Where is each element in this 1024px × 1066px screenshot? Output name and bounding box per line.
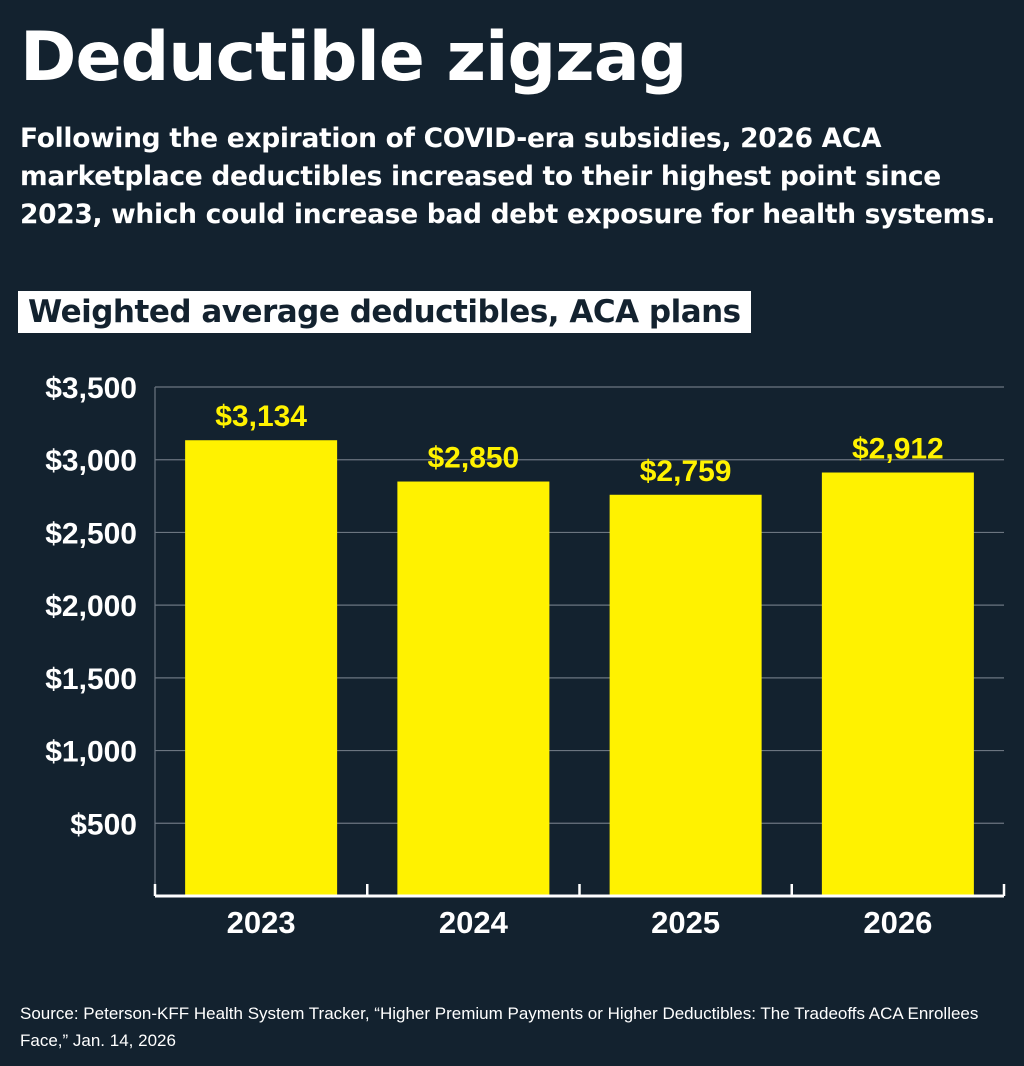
y-tick-label: $2,500 [45,517,137,550]
data-label: $3,134 [215,400,307,433]
x-tick-label: 2024 [439,905,509,940]
y-tick-label: $500 [70,808,137,841]
x-tick-label: 2023 [227,905,296,940]
chart-label: Weighted average deductibles, ACA plans [18,291,751,333]
chart-subtitle: Following the expiration of COVID-era su… [20,123,996,230]
source-note: Source: Peterson-KFF Health System Track… [20,1004,979,1050]
y-tick-label: $1,500 [45,663,137,696]
bar-2026 [821,472,974,896]
x-tick-label: 2026 [863,905,932,940]
y-tick-label: $3,000 [45,445,137,478]
data-label: $2,850 [427,442,519,475]
y-tick-label: $1,000 [45,736,137,769]
chart-title: Deductible zigzag [20,18,687,97]
data-label: $2,759 [640,455,732,488]
data-label: $2,912 [852,433,944,466]
y-tick-label: $2,000 [45,590,137,623]
y-tick-label: $3,500 [45,372,137,405]
bar-2023 [185,440,338,896]
x-tick-label: 2025 [651,905,720,940]
bar-2024 [397,481,550,896]
bar-2025 [609,494,762,896]
